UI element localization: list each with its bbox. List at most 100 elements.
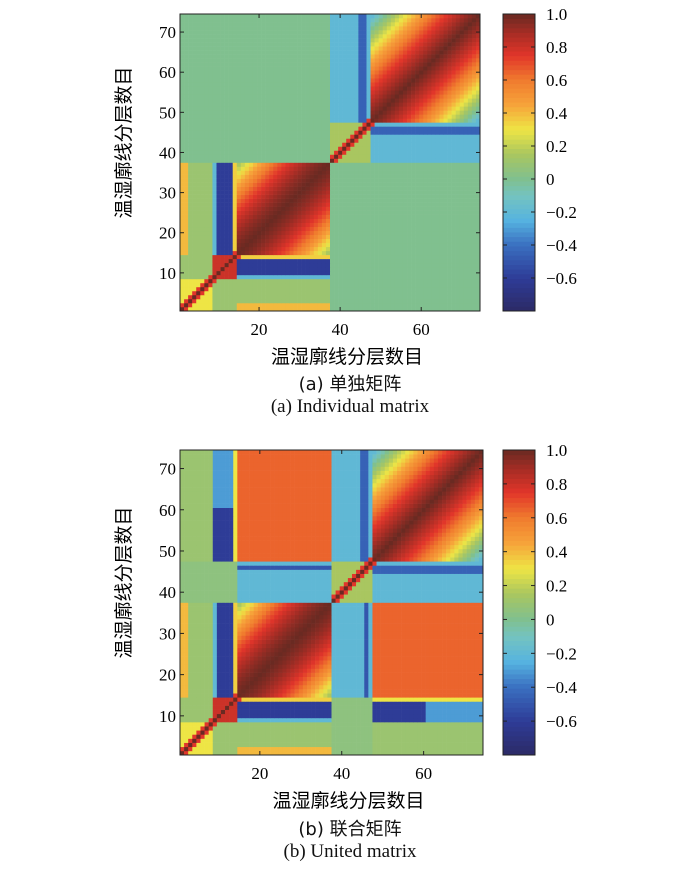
- heatmap-cell: [224, 142, 229, 147]
- heatmap-cell: [374, 126, 379, 131]
- heatmap-cell: [407, 190, 412, 195]
- heatmap-cell: [297, 150, 302, 155]
- heatmap-cell: [382, 154, 388, 159]
- heatmap-cell: [390, 282, 396, 288]
- heatmap-cell: [289, 122, 294, 127]
- heatmap-cell: [398, 174, 404, 179]
- heatmap-cell: [366, 150, 371, 155]
- heatmap-cell: [297, 110, 302, 115]
- heatmap-cell: [411, 210, 416, 215]
- heatmap-cell: [358, 286, 363, 292]
- heatmap-cell: [415, 206, 420, 211]
- heatmap-cell: [402, 174, 408, 179]
- heatmap-cell: [321, 62, 327, 67]
- heatmap-cell: [180, 298, 185, 304]
- heatmap-cell: [455, 218, 461, 223]
- heatmap-cell: [427, 154, 432, 159]
- heatmap-cell: [435, 98, 440, 103]
- heatmap-cell: [423, 150, 428, 155]
- heatmap-cell: [216, 274, 221, 280]
- heatmap-cell: [362, 254, 367, 260]
- heatmap-cell: [463, 122, 469, 127]
- heatmap-cell: [386, 298, 392, 304]
- heatmap-cell: [471, 278, 477, 284]
- heatmap-cell: [398, 214, 404, 219]
- heatmap-cell: [419, 158, 424, 163]
- heatmap-cell: [350, 254, 355, 260]
- heatmap-cell: [228, 290, 233, 296]
- heatmap-cell: [338, 258, 343, 264]
- heatmap-cell: [415, 262, 420, 268]
- heatmap-cell: [455, 262, 461, 268]
- heatmap-cell: [354, 134, 359, 139]
- heatmap-cell: [435, 66, 440, 71]
- heatmap-cell: [447, 106, 452, 111]
- heatmap-cell: [281, 106, 286, 111]
- heatmap-cell: [358, 194, 363, 199]
- heatmap-cell: [354, 222, 359, 228]
- heatmap-cell: [257, 102, 262, 107]
- heatmap-cell: [309, 66, 315, 71]
- heatmap-cell: [321, 242, 327, 248]
- heatmap-cell: [285, 262, 290, 268]
- heatmap-cell: [265, 66, 270, 71]
- heatmap-cell: [382, 262, 388, 268]
- heatmap-cell: [415, 134, 420, 139]
- heatmap-cell: [273, 258, 278, 264]
- heatmap-cell: [252, 150, 258, 155]
- heatmap-cell: [188, 142, 193, 147]
- heatmap-cell: [439, 162, 444, 167]
- heatmap-cell: [261, 234, 266, 240]
- heatmap-cell: [289, 74, 294, 79]
- heatmap-cell: [305, 198, 311, 203]
- heatmap-cell: [313, 246, 319, 252]
- heatmap-cell: [419, 58, 424, 63]
- heatmap-cell: [366, 142, 371, 147]
- heatmap-cell: [321, 114, 327, 119]
- heatmap-cell: [285, 170, 290, 175]
- heatmap-cell: [196, 142, 201, 147]
- heatmap-cell: [265, 218, 270, 223]
- heatmap-cell: [370, 110, 375, 115]
- heatmap-cell: [192, 234, 197, 240]
- heatmap-cell: [212, 174, 217, 179]
- heatmap-cell: [455, 162, 461, 167]
- heatmap-cell: [455, 170, 461, 175]
- heatmap-cell: [415, 286, 420, 292]
- heatmap-cell: [346, 286, 351, 292]
- heatmap-cell: [248, 206, 254, 211]
- heatmap-cell: [431, 186, 436, 191]
- heatmap-cell: [228, 166, 233, 171]
- heatmap-cell: [301, 294, 306, 300]
- heatmap-cell: [321, 58, 327, 63]
- heatmap-cell: [188, 226, 193, 232]
- heatmap-cell: [447, 294, 452, 300]
- heatmap-cell: [208, 250, 213, 256]
- heatmap-cell: [370, 158, 375, 163]
- heatmap-cell: [281, 190, 286, 195]
- heatmap-cell: [261, 198, 266, 203]
- heatmap-cell: [240, 258, 246, 264]
- heatmap-cell: [350, 138, 355, 143]
- heatmap-cell: [330, 54, 335, 59]
- heatmap-cell: [277, 198, 282, 203]
- heatmap-cell: [240, 178, 246, 183]
- heatmap-cell: [354, 70, 359, 75]
- heatmap-cell: [447, 230, 452, 236]
- heatmap-cell: [415, 226, 420, 232]
- heatmap-cell: [208, 294, 213, 300]
- heatmap-cell: [192, 134, 197, 139]
- heatmap-cell: [301, 254, 306, 260]
- heatmap-cell: [277, 282, 282, 288]
- heatmap-cell: [313, 302, 319, 308]
- heatmap-cell: [334, 294, 339, 300]
- heatmap-cell: [411, 90, 416, 95]
- heatmap-cell: [297, 142, 302, 147]
- heatmap-cell: [346, 118, 351, 123]
- heatmap-cell: [244, 266, 250, 272]
- heatmap-cell: [317, 266, 323, 272]
- heatmap-cell: [281, 142, 286, 147]
- heatmap-cell: [451, 42, 456, 47]
- heatmap-cell: [354, 158, 359, 163]
- heatmap-cell: [236, 174, 242, 179]
